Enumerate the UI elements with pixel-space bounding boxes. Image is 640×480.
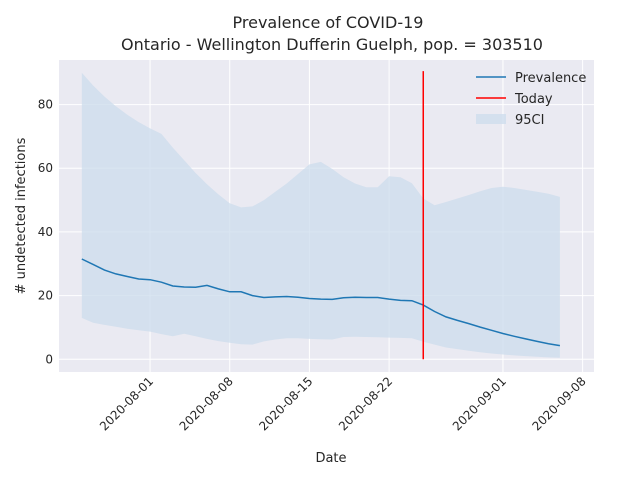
y-axis-ticks: 0 20 40 60 80 — [38, 98, 53, 367]
y-tick-label: 0 — [45, 352, 53, 366]
legend-label-today: Today — [514, 92, 553, 107]
y-axis-label: # undetected infections — [14, 137, 29, 294]
chart-subtitle: Ontario - Wellington Dufferin Guelph, po… — [121, 35, 543, 54]
y-tick-label: 80 — [38, 98, 53, 112]
x-axis-label: Date — [315, 451, 346, 466]
legend-label-95ci: 95CI — [515, 113, 544, 128]
x-axis-ticks: 2020-08-01 2020-08-08 2020-08-15 2020-08-22… — [97, 374, 589, 433]
y-tick-label: 60 — [38, 161, 53, 175]
prevalence-line — [81, 258, 561, 347]
legend: Prevalence Today 95CI — [476, 71, 586, 128]
x-tick-label: 2020-08-22 — [336, 374, 395, 433]
x-tick-label: 2020-08-01 — [97, 374, 156, 433]
y-tick-label: 20 — [38, 289, 53, 303]
x-tick-label: 2020-09-01 — [450, 374, 509, 433]
chart-title: Prevalence of COVID-19 — [233, 13, 424, 32]
x-tick-label: 2020-08-15 — [256, 374, 315, 433]
legend-swatch-95ci — [476, 114, 506, 124]
x-tick-label: 2020-08-08 — [177, 374, 236, 433]
x-tick-label: 2020-09-08 — [530, 374, 589, 433]
legend-label-prevalence: Prevalence — [515, 71, 586, 86]
y-tick-label: 40 — [38, 225, 53, 239]
